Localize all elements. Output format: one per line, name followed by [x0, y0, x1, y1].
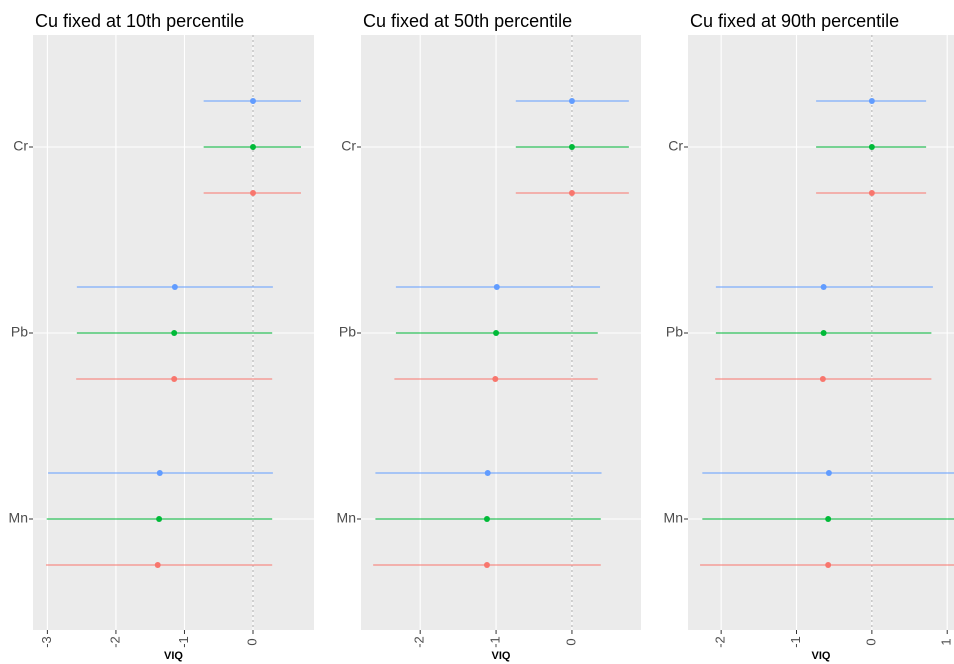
y-tick-label: Pb: [666, 324, 683, 340]
point: [493, 330, 500, 336]
x-tick-label: -1: [488, 636, 503, 648]
point: [171, 376, 178, 382]
y-tick-label: Mn: [664, 510, 683, 526]
x-axis-title: VIQ: [812, 650, 831, 662]
point: [171, 284, 178, 290]
point: [493, 284, 500, 290]
x-tick-label: 1: [939, 638, 954, 645]
y-tick-label: Mn: [9, 510, 28, 526]
point: [483, 562, 490, 568]
point: [868, 190, 875, 196]
x-tick-label: 0: [563, 638, 578, 645]
panel-title: Cu fixed at 10th percentile: [35, 11, 244, 31]
point: [868, 144, 875, 150]
point: [568, 98, 575, 104]
point: [154, 562, 161, 568]
point: [483, 516, 490, 522]
x-tick-label: -3: [39, 636, 54, 648]
x-tick-label: -1: [788, 636, 803, 648]
point: [250, 98, 257, 104]
panel-title: Cu fixed at 50th percentile: [363, 11, 572, 31]
point: [171, 330, 178, 336]
point: [825, 516, 832, 522]
x-tick-label: -2: [713, 636, 728, 648]
point: [156, 470, 163, 476]
x-axis-title: VIQ: [164, 650, 183, 662]
point: [250, 190, 257, 196]
point: [568, 190, 575, 196]
point: [250, 144, 257, 150]
point: [825, 470, 832, 476]
point: [820, 330, 827, 336]
series-group: [373, 98, 629, 568]
point: [492, 376, 499, 382]
point: [820, 284, 827, 290]
x-tick-label: -1: [176, 636, 191, 648]
x-tick-label: 0: [863, 638, 878, 645]
point: [156, 516, 163, 522]
x-tick-label: 0: [244, 638, 259, 645]
point: [819, 376, 826, 382]
x-tick-label: -2: [107, 636, 122, 648]
x-tick-label: -2: [412, 636, 427, 648]
series-group: [46, 98, 301, 568]
y-tick-label: Cr: [668, 138, 683, 154]
y-tick-label: Mn: [337, 510, 356, 526]
y-tick-label: Cr: [341, 138, 356, 154]
point: [568, 144, 575, 150]
point: [484, 470, 491, 476]
x-axis-title: VIQ: [492, 650, 511, 662]
y-tick-label: Cr: [13, 138, 28, 154]
y-tick-label: Pb: [339, 324, 356, 340]
point: [868, 98, 875, 104]
panel-title: Cu fixed at 90th percentile: [690, 11, 899, 31]
series-group: [700, 98, 954, 568]
point: [825, 562, 832, 568]
y-tick-label: Pb: [11, 324, 28, 340]
